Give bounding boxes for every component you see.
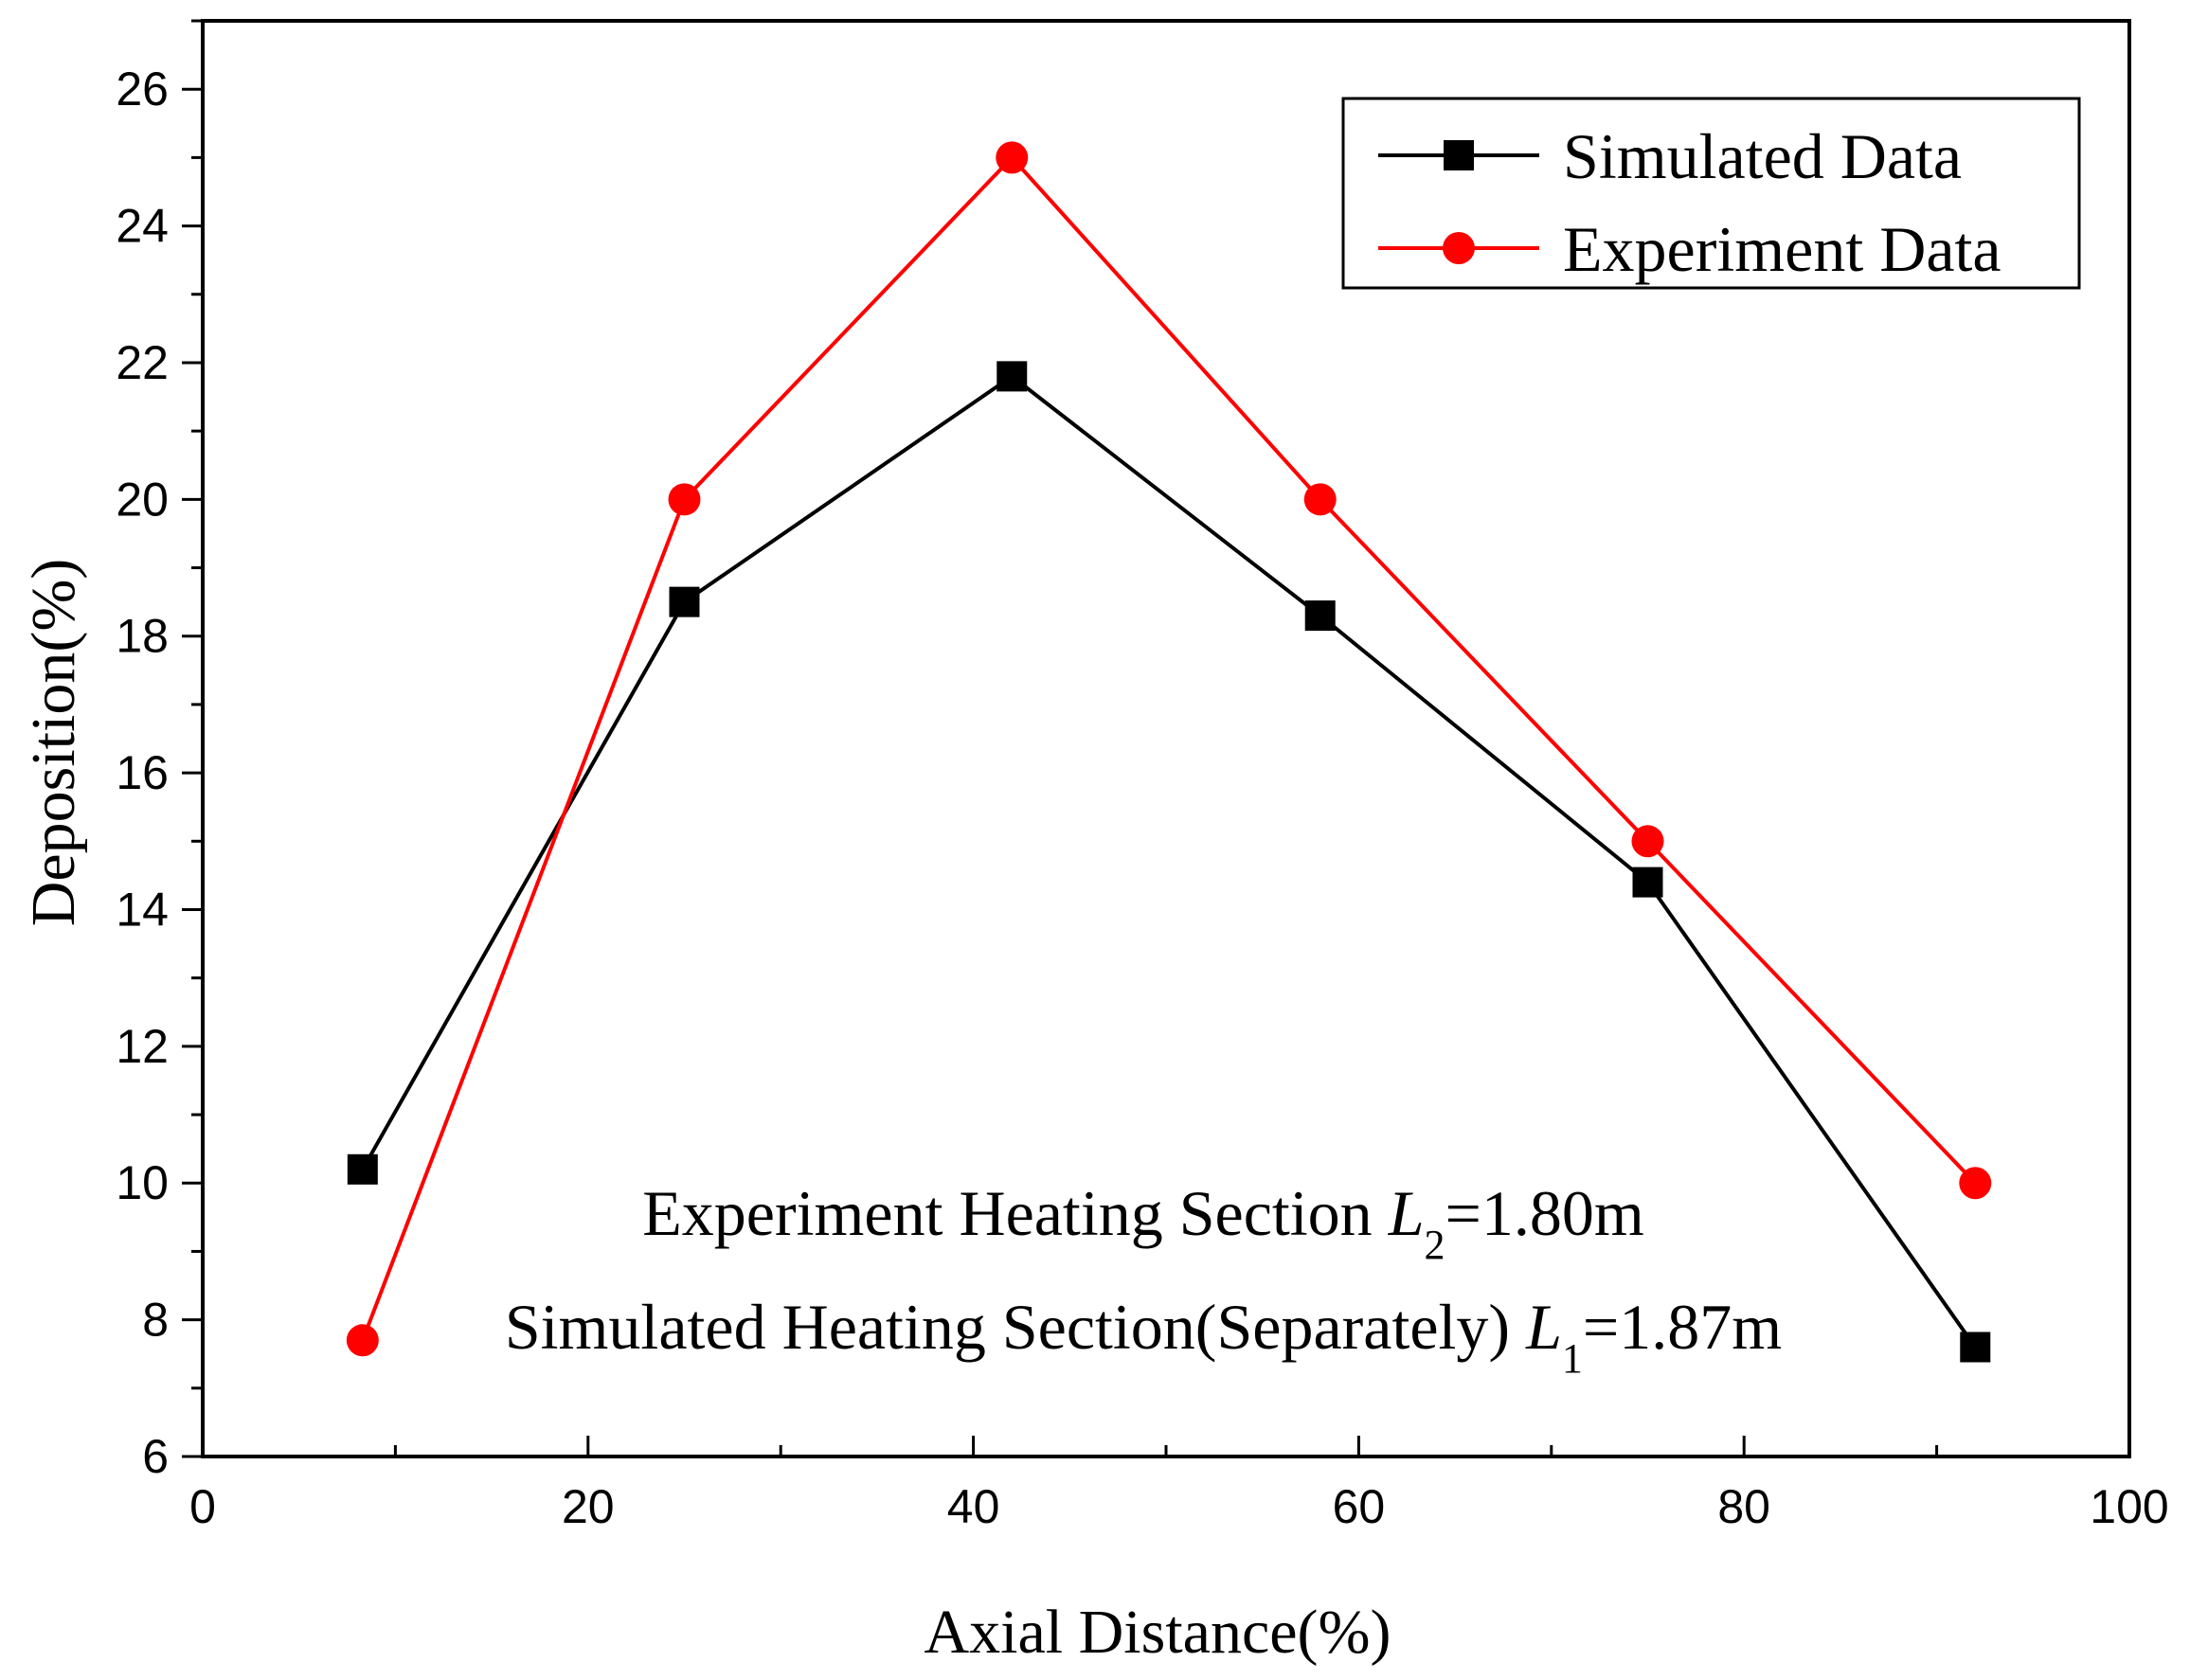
y-tick-label: 22 <box>116 336 169 389</box>
y-tick-label: 16 <box>116 746 169 799</box>
simulated-data-point <box>1632 867 1663 898</box>
y-tick-label: 26 <box>116 63 169 116</box>
x-tick-label: 100 <box>2090 1480 2168 1533</box>
x-tick-label: 60 <box>1333 1480 1386 1533</box>
simulated-data-point <box>996 361 1028 392</box>
simulated-data-point <box>1960 1331 1991 1363</box>
experiment-data-point <box>1631 825 1664 858</box>
y-tick-label: 18 <box>116 610 169 663</box>
experiment-data-point <box>668 483 701 516</box>
annotation-2: Simulated Heating Section(Separately) L1… <box>505 1291 1782 1382</box>
x-tick-label: 80 <box>1717 1480 1770 1533</box>
series-layer <box>346 141 1992 1363</box>
simulated-data-point <box>347 1153 378 1185</box>
y-tick-label: 6 <box>142 1430 169 1483</box>
experiment-data-point <box>1303 483 1337 516</box>
y-tick-label: 12 <box>116 1020 169 1073</box>
y-tick-label: 24 <box>116 200 169 253</box>
legend-simulated-data-label: Simulated Data <box>1563 120 1962 192</box>
x-axis-title: Axial Distance(%) <box>924 1598 1391 1667</box>
experiment-data-point <box>1959 1167 1992 1200</box>
y-tick-label: 14 <box>116 883 169 936</box>
experiment-data-line <box>360 154 1977 1341</box>
y-tick-label: 10 <box>116 1156 169 1209</box>
x-tick-label: 40 <box>947 1480 1000 1533</box>
simulated-data-point <box>669 586 700 617</box>
legend-experiment-data-label: Experiment Data <box>1563 213 2002 285</box>
axes: 0 20 40 60 80 100 6 8 10 12 14 16 18 20 22 24 26 <box>116 19 2169 1533</box>
y-axis-title: Deposition(%) <box>19 559 88 927</box>
simulated-data-line <box>361 373 1977 1349</box>
legend-simulated-data-marker <box>1444 140 1474 170</box>
x-tick-label: 20 <box>562 1480 615 1533</box>
y-tick-label: 20 <box>116 473 169 526</box>
legend-experiment-data-marker <box>1443 232 1475 264</box>
experiment-data-point <box>346 1324 379 1357</box>
experiment-data-point <box>996 141 1029 174</box>
annotation-1: Experiment Heating Section L2=1.80m <box>642 1177 1644 1268</box>
annotations: Experiment Heating Section L2=1.80m Simul… <box>505 1177 1782 1382</box>
simulated-data-point <box>1304 600 1336 632</box>
x-tick-label: 0 <box>189 1480 216 1533</box>
legend: Simulated Data Experiment Data <box>1341 97 2081 290</box>
y-tick-label: 8 <box>142 1294 169 1347</box>
